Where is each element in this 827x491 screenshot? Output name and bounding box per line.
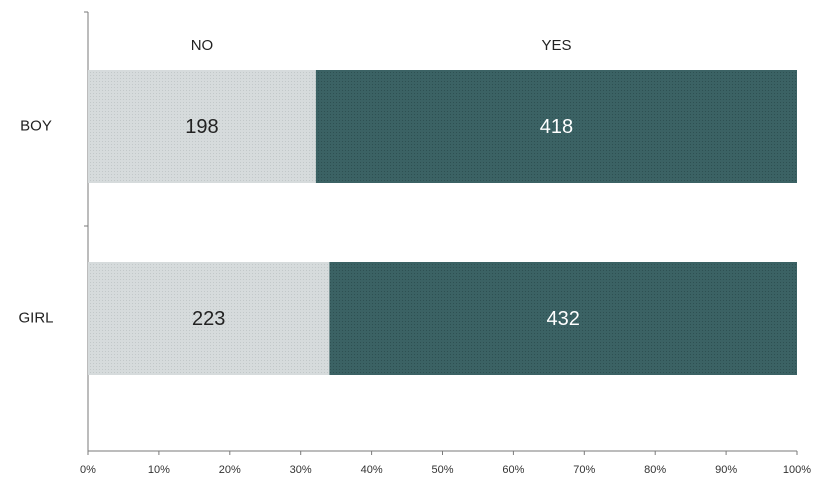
bar-segment-no: [88, 70, 316, 183]
axis-layer: 0% 10% 20% 30% 40% 50% 60% 70% 80% 90% 100%: [80, 11, 811, 476]
series-label: NO: [191, 37, 214, 54]
x-tick-label: 70%: [573, 464, 595, 476]
bar-segment-no: [88, 262, 330, 375]
x-tick-label: 100%: [783, 464, 811, 476]
x-tick-label: 40%: [361, 464, 383, 476]
x-tick-label: 60%: [502, 464, 524, 476]
data-label: 432: [547, 308, 580, 330]
series-label: YES: [541, 37, 571, 54]
data-label: 223: [192, 308, 225, 330]
x-tick-label: 10%: [148, 464, 170, 476]
x-tick-label: 20%: [219, 464, 241, 476]
bar-segment-yes: [315, 70, 797, 183]
x-tick-label: 0%: [80, 464, 96, 476]
x-tick-label: 80%: [644, 464, 666, 476]
label-layer: BOY 198 418 GIRL 223 432 NO YES: [18, 37, 579, 330]
category-label: GIRL: [18, 309, 53, 326]
x-tick-label: 90%: [715, 464, 737, 476]
category-label: BOY: [20, 117, 52, 134]
x-tick-label: 50%: [431, 464, 453, 476]
x-tick-label: 30%: [290, 464, 312, 476]
data-label: 198: [185, 116, 218, 138]
bar-layer: [88, 70, 797, 375]
data-label: 418: [540, 116, 573, 138]
bar-segment-yes: [329, 262, 797, 375]
